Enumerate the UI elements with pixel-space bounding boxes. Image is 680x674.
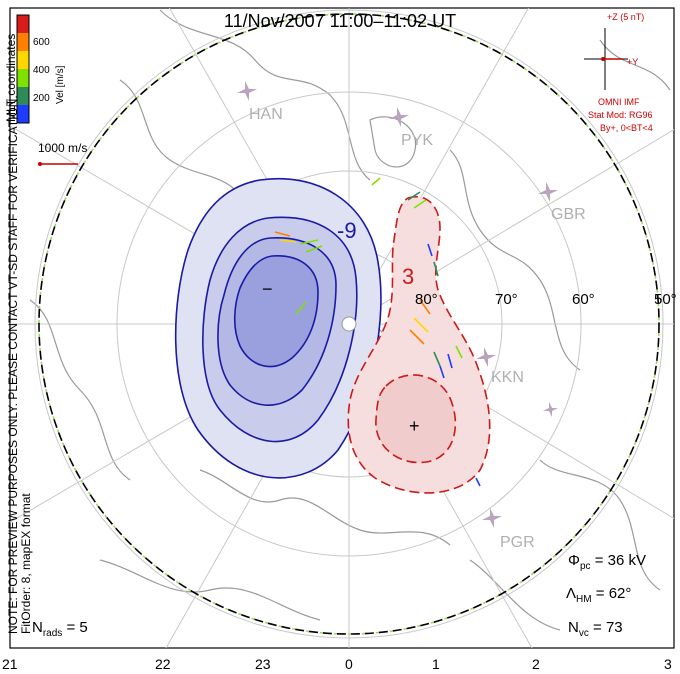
station-label-kkn: KKN [491, 369, 524, 386]
map-frame [9, 7, 675, 649]
cross-polar-potential-stat: Φpc = 36 kV [568, 552, 646, 572]
reference-vector-label: 1000 m/s [38, 141, 88, 155]
station-label-gbr: GBR [551, 206, 586, 223]
colorbar-tick-600: 600 [33, 37, 50, 48]
mlt-label-21: 21 [2, 656, 18, 672]
preview-note: NOTE: FOR PREVIEW PURPOSES ONLY. PLEASE … [6, 95, 20, 634]
latitude-label-60: 60° [572, 291, 595, 308]
potential-minimum: − [262, 279, 273, 299]
station-marker-han [237, 81, 257, 101]
velocity-vectors [274, 177, 481, 487]
pole-marker [341, 316, 357, 332]
colorbar-tick-200: 200 [33, 93, 50, 104]
station-label-pgr: PGR [500, 534, 535, 551]
imf-condition: By+, 0<BT<4 [600, 123, 653, 133]
fit-order-note: FitOrder: 8, mapEX format [19, 493, 33, 634]
station-marker-kkn [476, 347, 496, 367]
statistical-model: Stat Mod: RG96 [588, 110, 653, 120]
station-markers [237, 81, 558, 528]
n-rads-stat: Nrads = 5 [32, 619, 88, 639]
dusk-contour-label: -9 [337, 218, 357, 243]
colorbar-label: Vel [m/s] [55, 65, 66, 104]
station-marker-gbr [538, 182, 558, 202]
dawn-convection-cell [347, 195, 491, 494]
dawn-contour-label: 3 [402, 264, 415, 289]
latitude-label-70: 70° [495, 291, 518, 308]
mlt-label-23: 23 [255, 656, 271, 672]
colorbar-tick-400: 400 [33, 65, 50, 76]
potential-maximum: + [409, 416, 420, 436]
n-vectors-stat: Nvc = 73 [568, 619, 623, 639]
mlt-label-0: 0 [345, 656, 353, 672]
latitude-label-50: 50° [654, 291, 677, 308]
latitude-label-80: 80° [415, 291, 438, 308]
imf-source: OMNI IMF [598, 97, 640, 107]
mlt-label-2: 2 [532, 656, 540, 672]
map-title: 11/Nov/2007 11:00–11:02 UT [223, 11, 457, 31]
imf-clock [584, 28, 628, 90]
reference-vector [38, 162, 78, 166]
velocity-colorbar [16, 14, 30, 124]
mlt-label-3: 3 [664, 656, 672, 672]
dusk-convection-cell [174, 177, 382, 479]
mlt-label-1: 1 [432, 656, 440, 672]
heppner-maynard-boundary [38, 13, 660, 635]
station-marker-pyk [389, 107, 409, 127]
imf-scale-label: +Z (5 nT) [607, 12, 645, 22]
mlt-label-22: 22 [155, 656, 171, 672]
imf-y-label: +Y [627, 57, 639, 67]
station-label-han: HAN [249, 106, 283, 123]
hm-boundary-latitude-stat: ΛHM = 62° [566, 585, 632, 605]
station-marker-pgr [482, 508, 502, 528]
station-label-pyk: PYK [401, 132, 434, 149]
